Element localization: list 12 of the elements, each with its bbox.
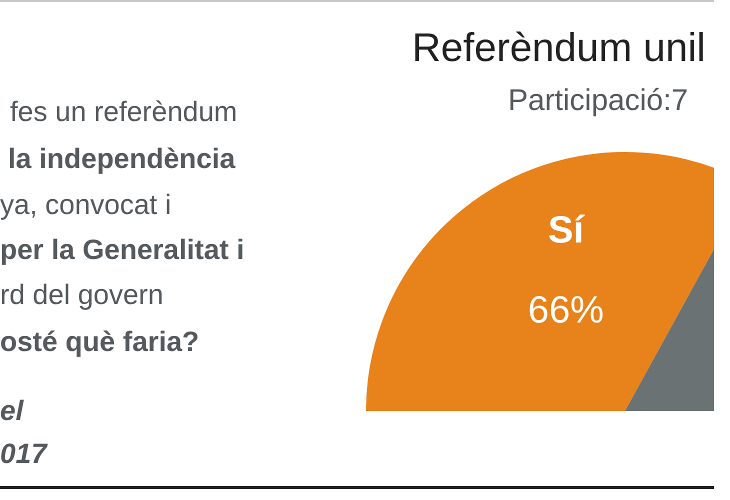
chart-title: Referèndum unil xyxy=(412,26,706,71)
text: osté què faria? xyxy=(0,326,200,358)
text: per la Generalitat i xyxy=(0,234,244,266)
text: ya, convocat i xyxy=(0,189,172,221)
text: rd del govern xyxy=(0,279,164,311)
chart-subtitle: Participació:7 xyxy=(508,84,688,118)
data-label: 66% xyxy=(528,290,604,332)
text: fes un referèndum xyxy=(10,96,238,128)
text: la independència xyxy=(8,143,236,175)
text: 017 xyxy=(0,438,47,470)
slice-label: Sí xyxy=(548,210,586,252)
text: el xyxy=(0,395,24,427)
